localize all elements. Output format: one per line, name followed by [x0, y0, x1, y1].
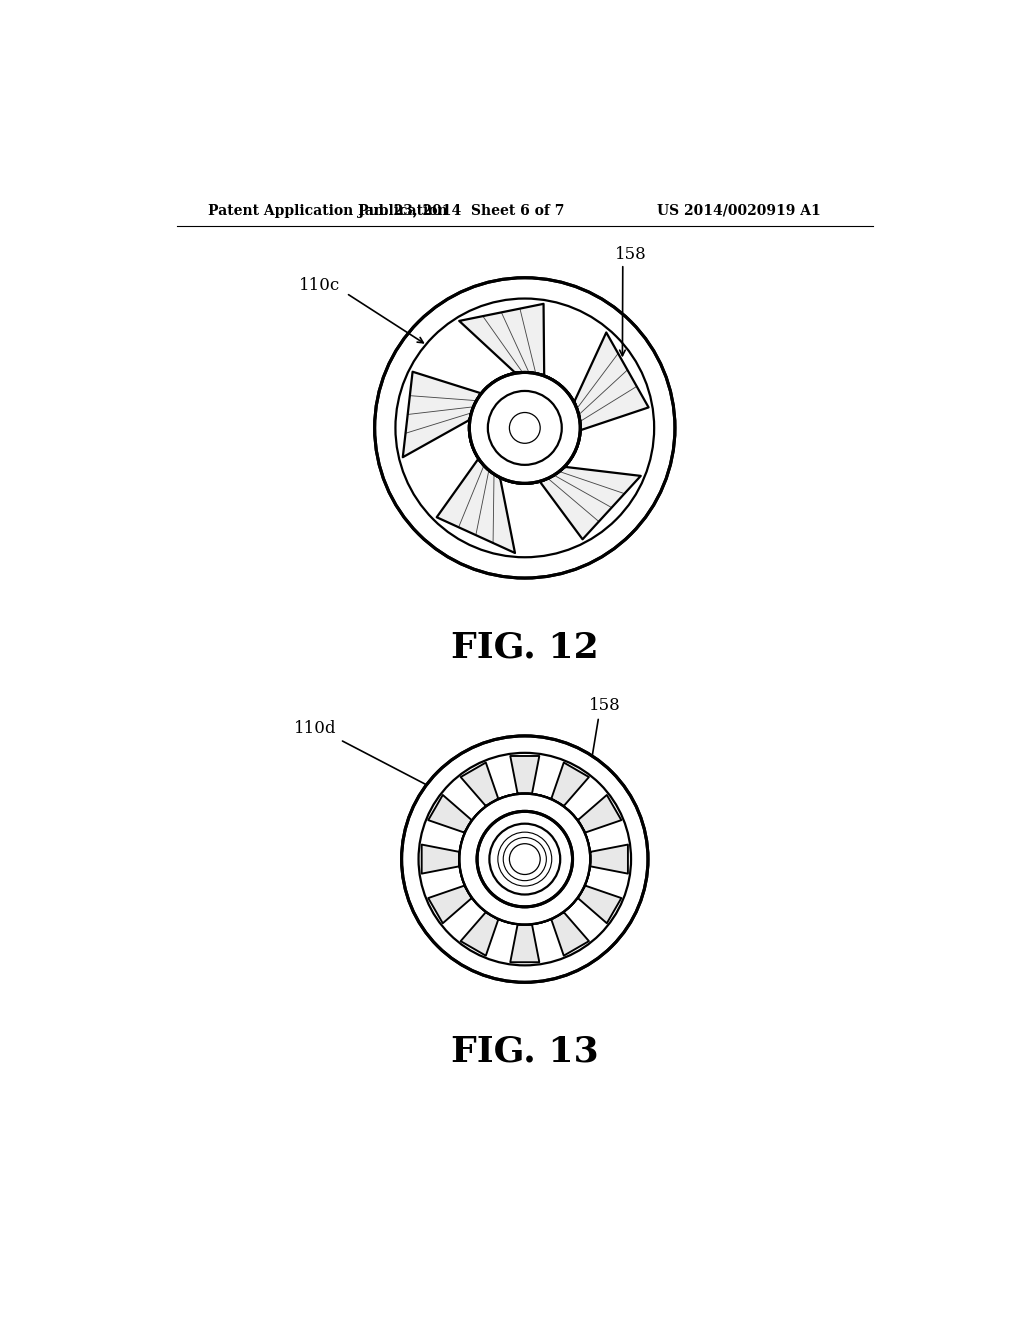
Circle shape: [401, 737, 648, 982]
Text: 110d: 110d: [294, 719, 337, 737]
Text: FIG. 13: FIG. 13: [451, 1035, 599, 1069]
Circle shape: [460, 793, 590, 924]
Polygon shape: [461, 763, 499, 805]
Text: FIG. 12: FIG. 12: [451, 631, 599, 664]
Polygon shape: [461, 912, 499, 956]
Polygon shape: [510, 925, 540, 962]
Polygon shape: [551, 763, 589, 805]
Polygon shape: [428, 795, 471, 833]
Polygon shape: [428, 886, 471, 923]
Circle shape: [477, 812, 572, 907]
Text: 158: 158: [589, 697, 621, 714]
Polygon shape: [579, 795, 622, 833]
Text: 158: 158: [614, 246, 646, 263]
Circle shape: [460, 793, 590, 924]
Polygon shape: [579, 886, 622, 923]
Circle shape: [469, 372, 581, 483]
Polygon shape: [591, 845, 628, 874]
Text: Jan. 23, 2014  Sheet 6 of 7: Jan. 23, 2014 Sheet 6 of 7: [358, 203, 565, 218]
Polygon shape: [541, 467, 641, 540]
Text: US 2014/0020919 A1: US 2014/0020919 A1: [657, 203, 820, 218]
Text: 110c: 110c: [299, 277, 340, 294]
Polygon shape: [459, 304, 544, 375]
Polygon shape: [422, 845, 459, 874]
Polygon shape: [510, 756, 540, 793]
Circle shape: [469, 372, 581, 483]
Polygon shape: [574, 333, 648, 430]
Circle shape: [375, 277, 675, 578]
Polygon shape: [402, 372, 480, 457]
Polygon shape: [551, 912, 589, 956]
Text: Patent Application Publication: Patent Application Publication: [208, 203, 447, 218]
Polygon shape: [436, 459, 515, 553]
